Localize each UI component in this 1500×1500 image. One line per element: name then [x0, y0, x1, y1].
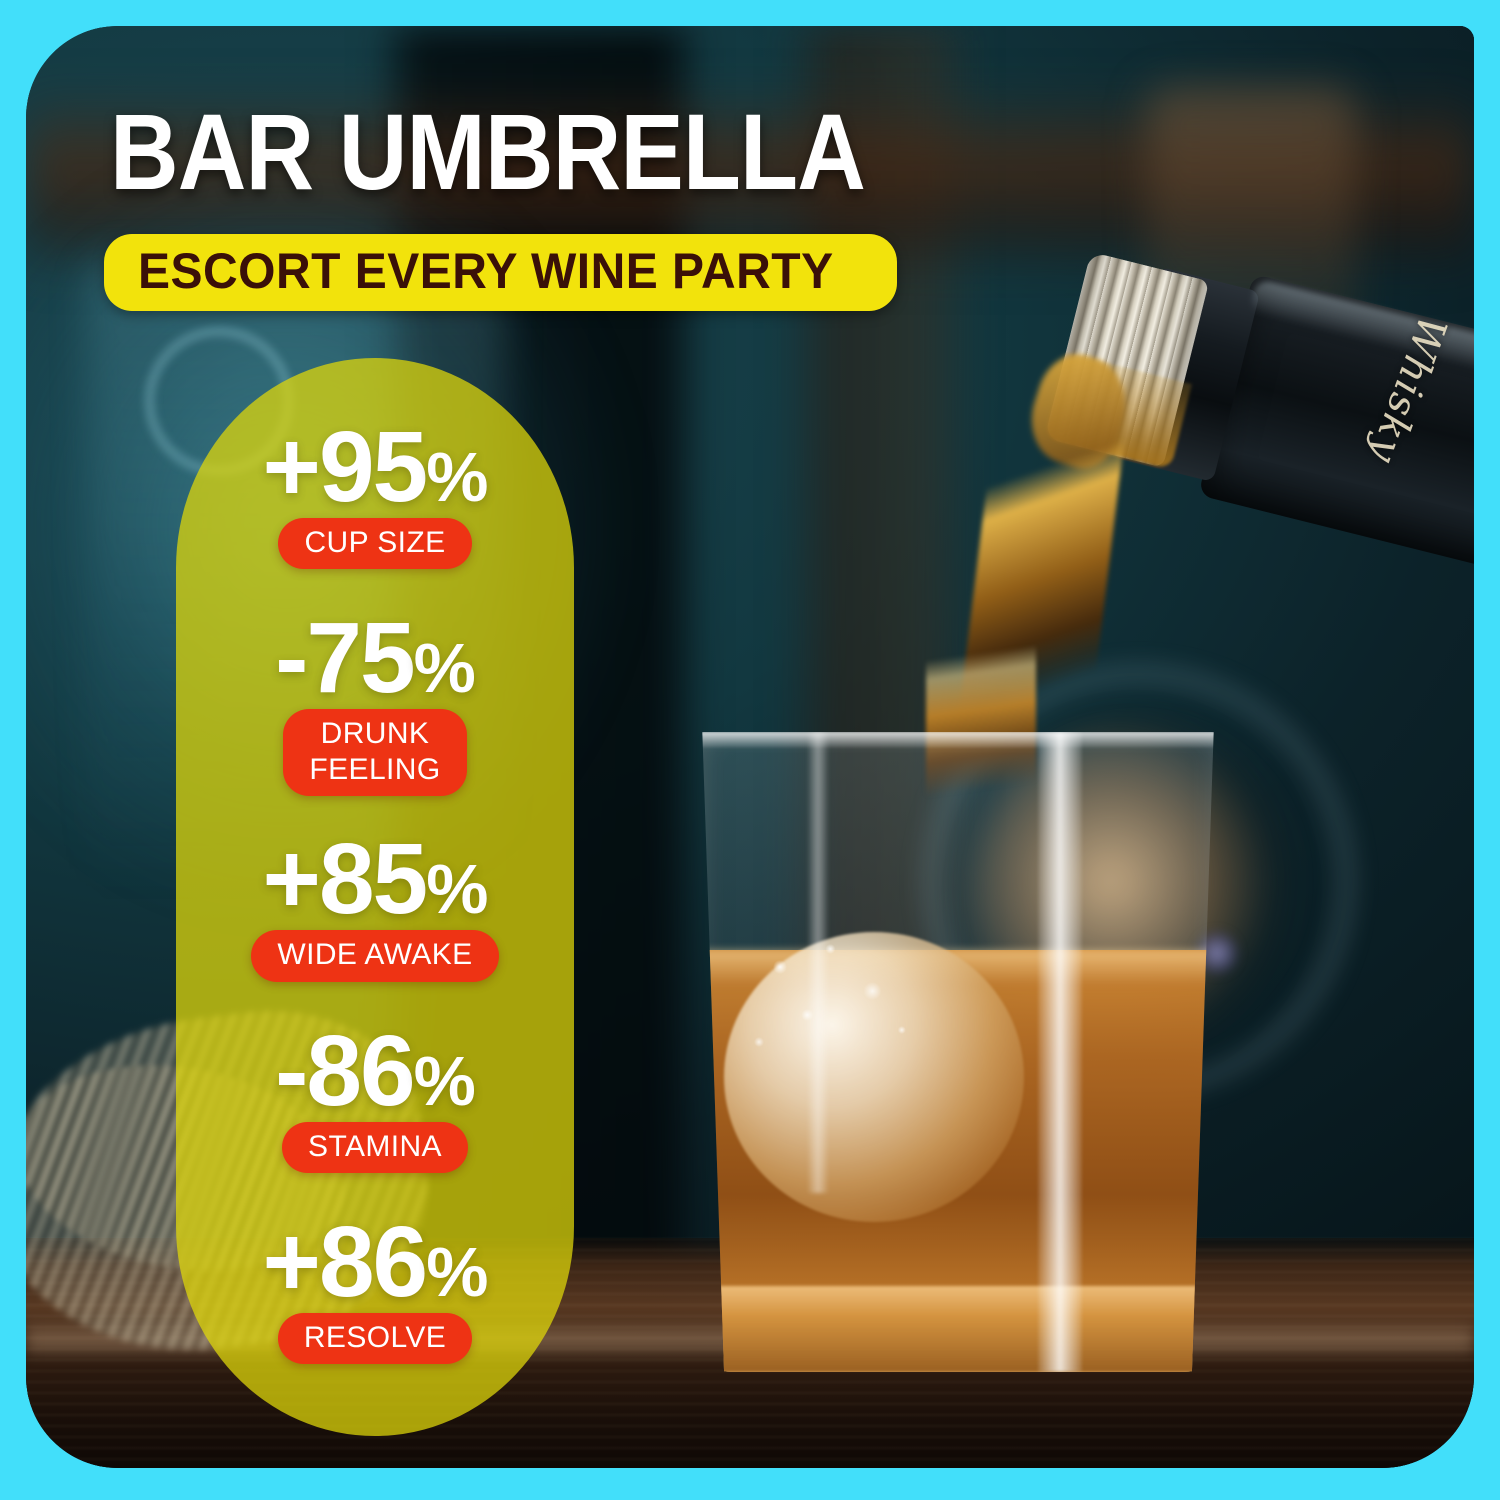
stat-value: -75% — [275, 602, 476, 715]
glass-base — [702, 1286, 1214, 1372]
whisky-glass — [702, 732, 1214, 1372]
stat-label-badge: DRUNK FEELING — [283, 709, 467, 797]
product-photo: Whisky BAR UMBRELLA ESCORT EVERY WINE PA… — [26, 26, 1474, 1468]
stat-value: +86% — [262, 1205, 489, 1318]
stat-value: +95% — [262, 411, 489, 523]
stat-item: +86% RESOLVE — [176, 1205, 574, 1365]
stat-item: -86% STAMINA — [176, 1020, 574, 1173]
stat-item: -75% DRUNK FEELING — [176, 602, 574, 797]
glass-highlight-main — [1038, 732, 1082, 1372]
stat-item: +85% WIDE AWAKE — [176, 823, 574, 982]
bubbles — [738, 922, 948, 1072]
stat-label-badge: WIDE AWAKE — [251, 930, 499, 982]
stat-label-badge: CUP SIZE — [278, 518, 472, 570]
stat-value: -86% — [275, 1014, 476, 1127]
pour-stream-lower — [926, 586, 1036, 856]
subtitle-text: ESCORT EVERY WINE PARTY — [138, 243, 834, 299]
glass-highlight-left — [808, 732, 828, 1193]
subtitle-pill: ESCORT EVERY WINE PARTY — [104, 234, 897, 311]
stat-value: +85% — [262, 823, 489, 936]
stat-item: +95% CUP SIZE — [176, 411, 574, 570]
glass-rim — [702, 732, 1214, 748]
stats-panel: +95% CUP SIZE -75% DRUNK FEELING +85% WI… — [176, 358, 574, 1436]
page-title: BAR UMBRELLA — [110, 91, 866, 212]
stat-label-badge: RESOLVE — [277, 1312, 473, 1365]
stat-label-badge: STAMINA — [282, 1121, 468, 1173]
